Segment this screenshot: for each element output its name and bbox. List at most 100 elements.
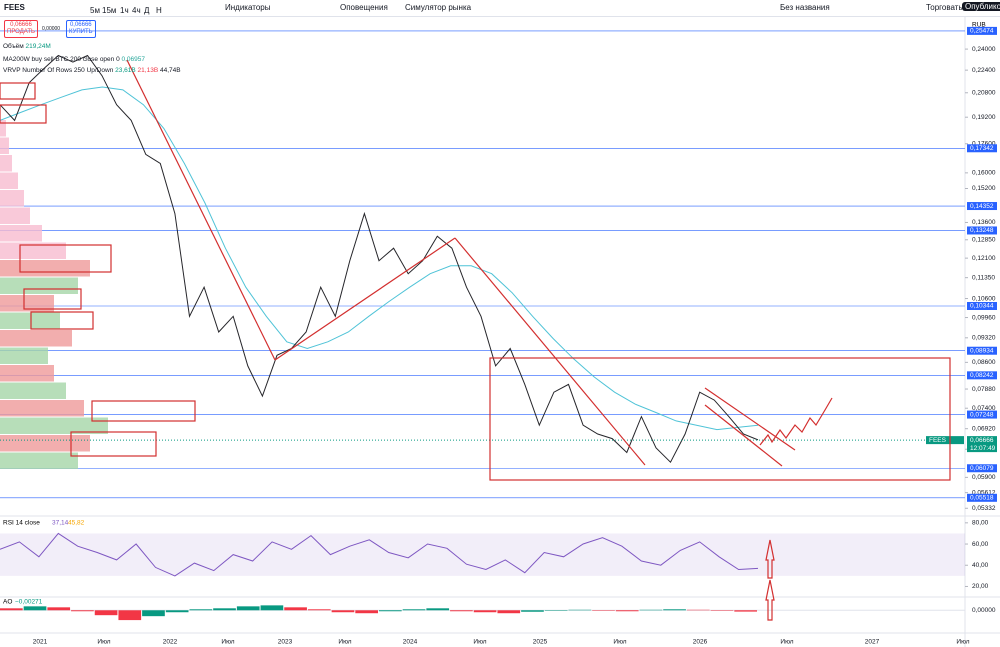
annotations — [0, 59, 951, 621]
zone-box — [0, 82, 36, 100]
y-tick-label: 80,00 — [972, 520, 989, 527]
profile-bar — [0, 312, 60, 329]
y-tick-label: 60,00 — [972, 541, 989, 548]
level-tag — [967, 464, 997, 473]
profile-bar — [0, 277, 78, 294]
legend-value: 23,61B — [115, 67, 136, 74]
interval[interactable]: 5м — [90, 6, 100, 15]
trend-line — [274, 237, 456, 361]
y-tick-label: 0,22400 — [972, 67, 996, 74]
profile-bar — [0, 242, 66, 259]
channel-line — [704, 387, 796, 451]
ao-bar — [165, 610, 189, 613]
volume-legend: Объём 219,24M — [3, 43, 51, 50]
replay-button[interactable]: Симулятор рынка — [405, 3, 472, 12]
profile-bar — [0, 417, 108, 434]
zone-box — [30, 311, 94, 330]
ao-bar — [497, 610, 521, 614]
arrow — [765, 579, 775, 621]
ao-bar — [402, 609, 426, 611]
toolbar: FEES 5м 15м 1ч 4ч Д Н Индикаторы Оповещения С… — [0, 0, 1000, 17]
ao-bar — [213, 608, 236, 611]
vrvp-legend: VRVP Number Of Rows 250 Up/Down 23,61B 2… — [3, 67, 181, 74]
zone-box — [0, 104, 47, 124]
channel-line — [704, 404, 783, 467]
trend-line — [454, 237, 646, 466]
ao-bar — [450, 610, 473, 612]
level-label: 0,10344 — [970, 303, 994, 310]
interval[interactable]: 15м — [102, 6, 117, 15]
y-tick-label: 0,06470 — [972, 446, 996, 453]
buy-price: 0,06666 — [69, 22, 92, 28]
symbol-tag — [926, 436, 964, 445]
level-label: 0,07248 — [970, 411, 994, 418]
profile-bar — [0, 452, 78, 469]
y-tick-label: 0,17600 — [972, 140, 996, 147]
profile-bar — [0, 172, 18, 189]
profile-bar — [0, 295, 54, 312]
x-tick-label: Июл — [473, 639, 486, 646]
profile-bar — [0, 120, 6, 137]
y-tick-label: 0,05612 — [972, 489, 996, 496]
y-tick-label: 0,20800 — [972, 89, 996, 96]
ao-bar — [331, 610, 355, 613]
legend-value: 21,13B — [137, 67, 159, 74]
x-tick-label: Июл — [613, 639, 626, 646]
y-tick-label: 0,00000 — [972, 607, 996, 614]
rsi-band — [0, 533, 965, 576]
currency: RUB — [972, 22, 986, 29]
profile-bar — [0, 382, 66, 399]
zone-box — [70, 431, 157, 457]
y-tick-label: 0,10600 — [972, 295, 996, 302]
y-tick-label: 0,19200 — [972, 114, 996, 121]
ao-bar — [94, 610, 118, 616]
profile-bar — [0, 190, 24, 207]
ao-bar — [71, 610, 94, 612]
legend-label: VRVP Number Of Rows 250 Up/Down — [3, 67, 114, 74]
interval[interactable]: 1ч — [120, 6, 129, 15]
level-label: 0,14352 — [970, 203, 994, 210]
level-tag — [967, 371, 997, 380]
level-label: 0,17342 — [970, 145, 994, 152]
spread: 0,00000 — [42, 26, 61, 32]
interval[interactable]: 4ч — [132, 6, 141, 15]
buy-button[interactable]: 0,06666 КУПИТЬ — [66, 20, 96, 38]
level-tag — [967, 144, 997, 153]
symbol[interactable]: FEES — [4, 3, 25, 12]
x-tick-label: 2024 — [403, 639, 418, 646]
level-label: 0,06079 — [970, 465, 994, 472]
x-tick-label: 2021 — [33, 639, 48, 646]
x-tick-label: 2022 — [163, 639, 178, 646]
range-box — [489, 357, 951, 481]
alerts-button[interactable]: Оповещения — [340, 3, 388, 12]
layout-name[interactable]: Без названия — [780, 3, 830, 12]
y-tick-label: 0,07880 — [972, 386, 996, 393]
publish-button[interactable]: Опубликовать — [962, 2, 1000, 11]
level-tag — [967, 202, 997, 211]
sell-button[interactable]: 0,06666 ПРОДАТЬ — [4, 20, 38, 38]
level-tag — [967, 346, 997, 355]
x-tick-label: 2025 — [533, 639, 548, 646]
interval[interactable]: Н — [156, 6, 162, 15]
x-tick-label: Июл — [780, 639, 793, 646]
interval[interactable]: Д — [144, 6, 150, 15]
ao-bar — [663, 609, 686, 611]
zone-box — [91, 400, 196, 422]
y-tick-label: 0,11350 — [972, 274, 995, 281]
ao-bar — [355, 610, 378, 614]
rsi-line — [0, 532, 759, 577]
y-tick-label: 0,09320 — [972, 335, 996, 342]
ao-bar — [118, 610, 142, 621]
zone-box — [19, 244, 112, 273]
level-tag — [967, 493, 997, 502]
legend-value: 44,74B — [159, 67, 181, 74]
rsi-value: 37,14 — [52, 520, 69, 527]
y-tick-label: 0,05332 — [972, 505, 996, 512]
legend-label: Объём — [3, 43, 24, 50]
level-label: 0,08934 — [970, 347, 994, 354]
level-label: 0,13248 — [970, 227, 994, 234]
level-tag — [967, 26, 997, 35]
indicators-button[interactable]: Индикаторы — [225, 3, 271, 12]
trade-button[interactable]: Торговать — [926, 3, 963, 12]
